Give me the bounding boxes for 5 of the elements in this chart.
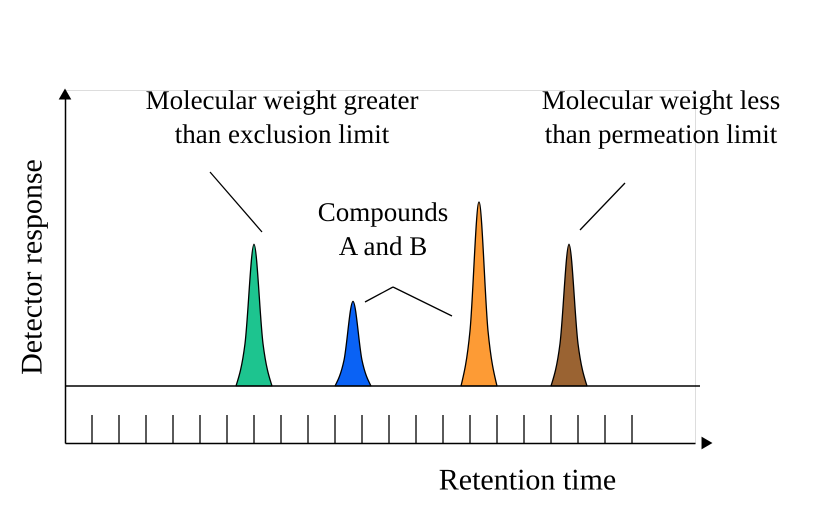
annotation: Compounds A and B <box>318 197 448 261</box>
text: Molecular weight greater than exclusion limit <box>146 85 418 149</box>
x-axis-title: Retention time <box>438 464 616 496</box>
text: Molecular weight less than permeation limit <box>542 85 780 149</box>
y-axis-title: Detector response <box>16 159 48 375</box>
